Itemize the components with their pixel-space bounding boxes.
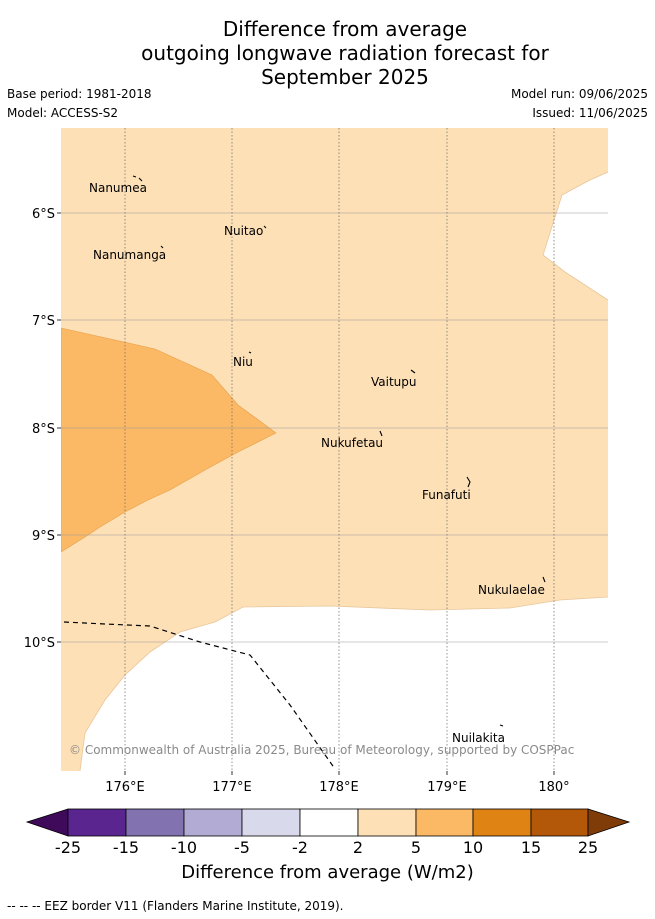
colorbar-swatch-9	[530, 808, 589, 837]
model-run-text: Model run: 09/06/2025	[510, 87, 648, 101]
lat-label-10s: 10°S	[24, 636, 55, 651]
colorbar-tick-7: 5	[410, 838, 422, 857]
issued-text: Issued: 11/06/2025	[532, 106, 648, 120]
place-label-nuilakita: Nuilakita	[452, 731, 505, 745]
map-title: Difference from average outgoing longwav…	[0, 17, 655, 89]
colorbar-extend-high	[587, 808, 631, 837]
colorbar-swatch-8	[472, 808, 532, 837]
colorbar-swatch-1	[67, 808, 127, 837]
colorbar-tick-3: -10	[170, 838, 198, 857]
colorbar-tick-2: -15	[112, 838, 140, 857]
colorbar-tick-6: 2	[352, 838, 364, 857]
title-line-1: Difference from average	[222, 17, 468, 41]
colorbar-label: Difference from average (W/m2)	[181, 862, 474, 883]
eez-border-line	[63, 621, 336, 770]
model-text: Model: ACCESS-S2	[7, 106, 119, 120]
lat-label-7s: 7°S	[32, 314, 55, 329]
colorbar	[25, 808, 631, 837]
title-line-2: outgoing longwave radiation forecast for	[141, 41, 549, 65]
axis-ticks	[57, 212, 555, 775]
anomaly-region-5-10	[61, 327, 277, 553]
place-label-nanumea: Nanumea	[89, 181, 147, 195]
place-label-nuitao: Nuitao	[224, 224, 263, 238]
longitude-labels: 176°E 177°E 178°E 179°E 180°	[105, 780, 569, 795]
lon-label-179e: 179°E	[427, 780, 467, 795]
place-labels: Nanumea Nuitao Nanumanga Niu Vaitupu Nuk…	[89, 181, 545, 745]
eez-legend-text: -- -- -- EEZ border V11 (Flanders Marine…	[7, 899, 344, 913]
place-label-nanumanga: Nanumanga	[93, 248, 166, 262]
place-label-niu: Niu	[233, 355, 253, 369]
lat-label-9s: 9°S	[32, 529, 55, 544]
base-period-text: Base period: 1981-2018	[7, 87, 152, 101]
place-label-vaitupu: Vaitupu	[371, 375, 417, 389]
colorbar-tick-5: -2	[292, 838, 308, 857]
place-label-nukulaelae: Nukulaelae	[478, 583, 545, 597]
place-label-nukufetau: Nukufetau	[321, 436, 383, 450]
colorbar-extend-low	[25, 808, 69, 837]
title-line-3: September 2025	[261, 65, 429, 89]
colorbar-tick-4: -5	[234, 838, 250, 857]
lon-label-176e: 176°E	[105, 780, 145, 795]
copyright-text: © Commonwealth of Australia 2025, Bureau…	[69, 743, 574, 757]
lon-label-177e: 177°E	[212, 780, 252, 795]
longitude-gridlines	[124, 128, 555, 771]
lat-label-6s: 6°S	[32, 207, 55, 222]
colorbar-swatch-7	[415, 808, 474, 837]
place-label-funafuti: Funafuti	[422, 488, 471, 502]
latitude-gridlines	[61, 212, 608, 643]
colorbar-swatch-2	[125, 808, 185, 837]
colorbar-swatch-4	[241, 808, 301, 837]
colorbar-swatch-5	[299, 808, 359, 837]
map-area: Nanumea Nuitao Nanumanga Niu Vaitupu Nuk…	[61, 128, 608, 771]
lat-label-8s: 8°S	[32, 422, 55, 437]
anomaly-region-2-5	[61, 128, 608, 771]
colorbar-tick-9: 15	[520, 838, 542, 857]
lon-label-178e: 178°E	[319, 780, 359, 795]
colorbar-tick-8: 10	[462, 838, 484, 857]
colorbar-tick-10: 25	[577, 838, 599, 857]
colorbar-swatch-3	[183, 808, 243, 837]
colorbar-tick-1: -25	[54, 838, 82, 857]
island-marks	[132, 175, 546, 727]
latitude-labels: 6°S 7°S 8°S 9°S 10°S	[24, 207, 55, 651]
lon-label-180: 180°	[538, 780, 569, 795]
colorbar-swatch-6	[357, 808, 417, 837]
